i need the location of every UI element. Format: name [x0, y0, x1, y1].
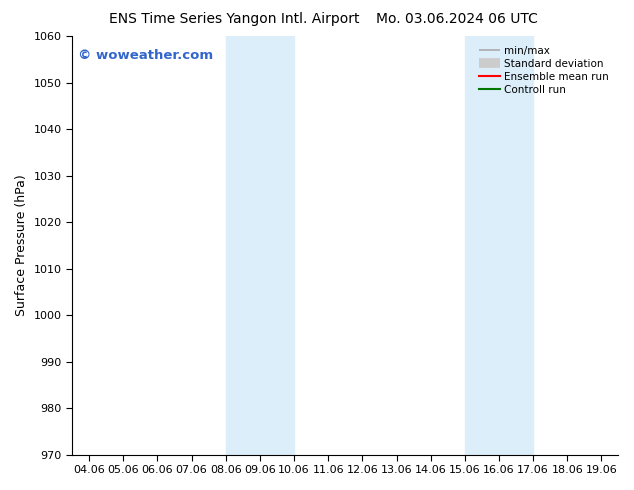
Bar — [226, 36, 294, 455]
Text: ENS Time Series Yangon Intl. Airport: ENS Time Series Yangon Intl. Airport — [109, 12, 360, 26]
Y-axis label: Surface Pressure (hPa): Surface Pressure (hPa) — [15, 174, 28, 316]
Bar — [465, 36, 533, 455]
Text: Mo. 03.06.2024 06 UTC: Mo. 03.06.2024 06 UTC — [375, 12, 538, 26]
Legend: min/max, Standard deviation, Ensemble mean run, Controll run: min/max, Standard deviation, Ensemble me… — [476, 41, 613, 99]
Text: © woweather.com: © woweather.com — [77, 49, 212, 62]
